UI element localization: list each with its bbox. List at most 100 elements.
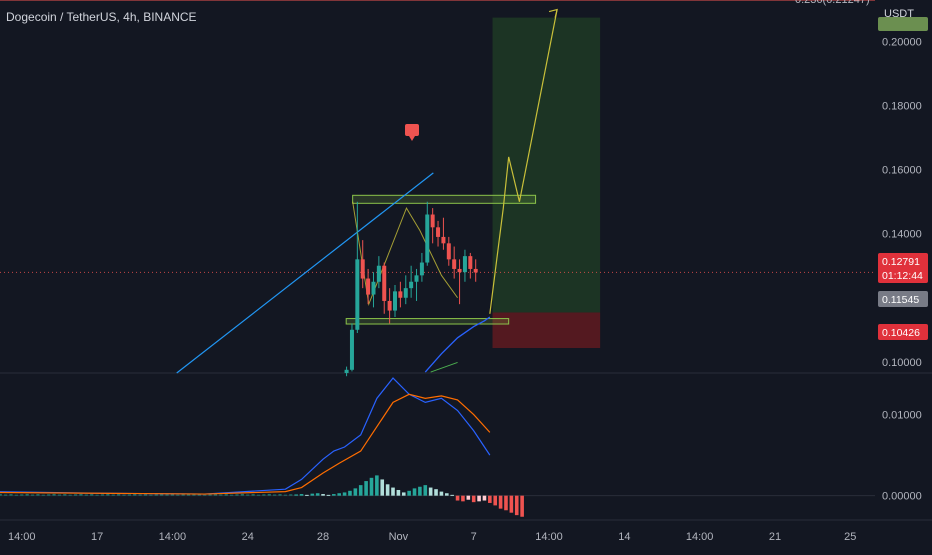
candle-body[interactable] xyxy=(457,268,462,273)
macd-hist-bar xyxy=(466,495,471,500)
macd-line xyxy=(0,377,491,495)
candle-body[interactable] xyxy=(360,259,365,279)
macd-hist-bar xyxy=(57,494,62,496)
candle-body[interactable] xyxy=(452,259,457,269)
price-tick-label: 0.18000 xyxy=(882,101,922,113)
macd-hist-bar xyxy=(154,494,158,496)
candle-body[interactable] xyxy=(462,256,467,273)
macd-hist-bar xyxy=(294,494,298,496)
macd-hist-bar xyxy=(278,494,282,496)
upper-rectangle[interactable] xyxy=(352,194,537,204)
price-tick-label: 0.14000 xyxy=(882,229,922,241)
macd-hist-bar xyxy=(95,494,99,496)
target-level-badge xyxy=(878,17,928,31)
candle-body[interactable] xyxy=(430,214,435,228)
candle-body[interactable] xyxy=(387,300,392,311)
short-ma-segment xyxy=(430,361,458,373)
moving-average-line xyxy=(424,316,491,373)
macd-hist-bar xyxy=(401,492,406,496)
macd-hist-bar xyxy=(20,494,24,496)
candle-body[interactable] xyxy=(393,291,397,311)
candle-body[interactable] xyxy=(441,236,446,244)
candle-body[interactable] xyxy=(436,227,441,237)
macd-hist-bar xyxy=(133,493,137,496)
macd-hist-bar xyxy=(504,495,508,511)
macd-hist-bar xyxy=(326,494,331,496)
macd-hist-bar xyxy=(240,493,244,496)
time-tick-label: 21 xyxy=(769,531,781,543)
macd-hist-bar xyxy=(348,490,352,496)
candle-body[interactable] xyxy=(344,369,349,373)
candle-body[interactable] xyxy=(473,268,478,273)
lower-rectangle[interactable] xyxy=(345,318,510,325)
macd-hist-bar xyxy=(471,495,476,503)
macd-hist-bar xyxy=(14,494,18,496)
time-tick-label: 14:00 xyxy=(535,531,563,543)
macd-hist-bar xyxy=(375,475,379,496)
time-tick-label: 17 xyxy=(91,531,103,543)
macd-hist-bar xyxy=(117,494,121,496)
macd-hist-bar xyxy=(219,494,223,496)
macd-hist-bar xyxy=(310,493,315,496)
candle-body[interactable] xyxy=(366,278,371,295)
candle-body[interactable] xyxy=(382,265,387,301)
fib-level-label: 0.236(0.21247) xyxy=(795,0,870,6)
macd-hist-bar xyxy=(391,487,395,496)
macd-hist-bar xyxy=(353,488,358,496)
macd-hist-bar xyxy=(203,494,207,496)
stop-zone[interactable] xyxy=(492,312,601,349)
macd-tick-label: 0.01000 xyxy=(882,410,922,422)
macd-hist-bar xyxy=(337,493,341,496)
macd-hist-bar xyxy=(477,495,481,502)
macd-hist-bar xyxy=(235,494,239,496)
macd-hist-bar xyxy=(79,493,83,496)
macd-hist-bar xyxy=(450,494,454,496)
macd-hist-bar xyxy=(25,493,29,496)
candle-body[interactable] xyxy=(403,288,408,298)
last-price-badge[interactable] xyxy=(878,253,928,283)
time-tick-label: 25 xyxy=(844,531,856,543)
projection-path[interactable] xyxy=(489,9,558,314)
currency-label[interactable]: USDT xyxy=(884,8,914,20)
ma-value-badge-text: 0.11545 xyxy=(882,294,919,306)
macd-hist-bar xyxy=(358,485,363,496)
stop-level-badge[interactable] xyxy=(878,324,928,340)
candle-body[interactable] xyxy=(409,281,414,289)
candle-body[interactable] xyxy=(425,214,430,263)
macd-hist-bar xyxy=(423,485,428,496)
candle-body[interactable] xyxy=(419,262,424,276)
trendline[interactable] xyxy=(176,172,434,374)
projection-arrowhead xyxy=(548,8,558,18)
last-price-badge-text: 0.12791 xyxy=(882,256,920,268)
macd-hist-bar xyxy=(122,494,126,496)
ma-value-badge[interactable] xyxy=(878,291,928,307)
macd-hist-bar xyxy=(106,493,110,496)
macd-hist-bar xyxy=(47,494,51,496)
macd-hist-bar xyxy=(488,495,492,503)
macd-hist-bar xyxy=(100,494,105,496)
macd-hist-bar xyxy=(41,494,45,496)
macd-hist-bar xyxy=(36,494,40,496)
macd-hist-bar xyxy=(73,494,78,496)
macd-hist-bar xyxy=(305,494,309,496)
macd-hist-bar xyxy=(439,491,444,496)
candle-body[interactable] xyxy=(376,265,381,282)
candle-body[interactable] xyxy=(398,291,403,298)
candle-body[interactable] xyxy=(349,329,354,370)
macd-hist-bar xyxy=(428,487,433,496)
candle-body[interactable] xyxy=(371,281,376,295)
macd-hist-bar xyxy=(256,494,261,496)
macd-hist-bar xyxy=(364,481,368,496)
macd-hist-bar xyxy=(514,495,519,516)
candle-body[interactable] xyxy=(355,259,360,330)
candle-body[interactable] xyxy=(468,256,473,269)
macd-hist-bar xyxy=(283,494,287,496)
signal-marker[interactable] xyxy=(405,124,419,136)
candle-body[interactable] xyxy=(446,243,451,260)
macd-hist-bar xyxy=(9,494,13,496)
macd-hist-bar xyxy=(482,495,487,501)
candle-body[interactable] xyxy=(414,275,419,282)
macd-hist-bar xyxy=(0,493,2,496)
